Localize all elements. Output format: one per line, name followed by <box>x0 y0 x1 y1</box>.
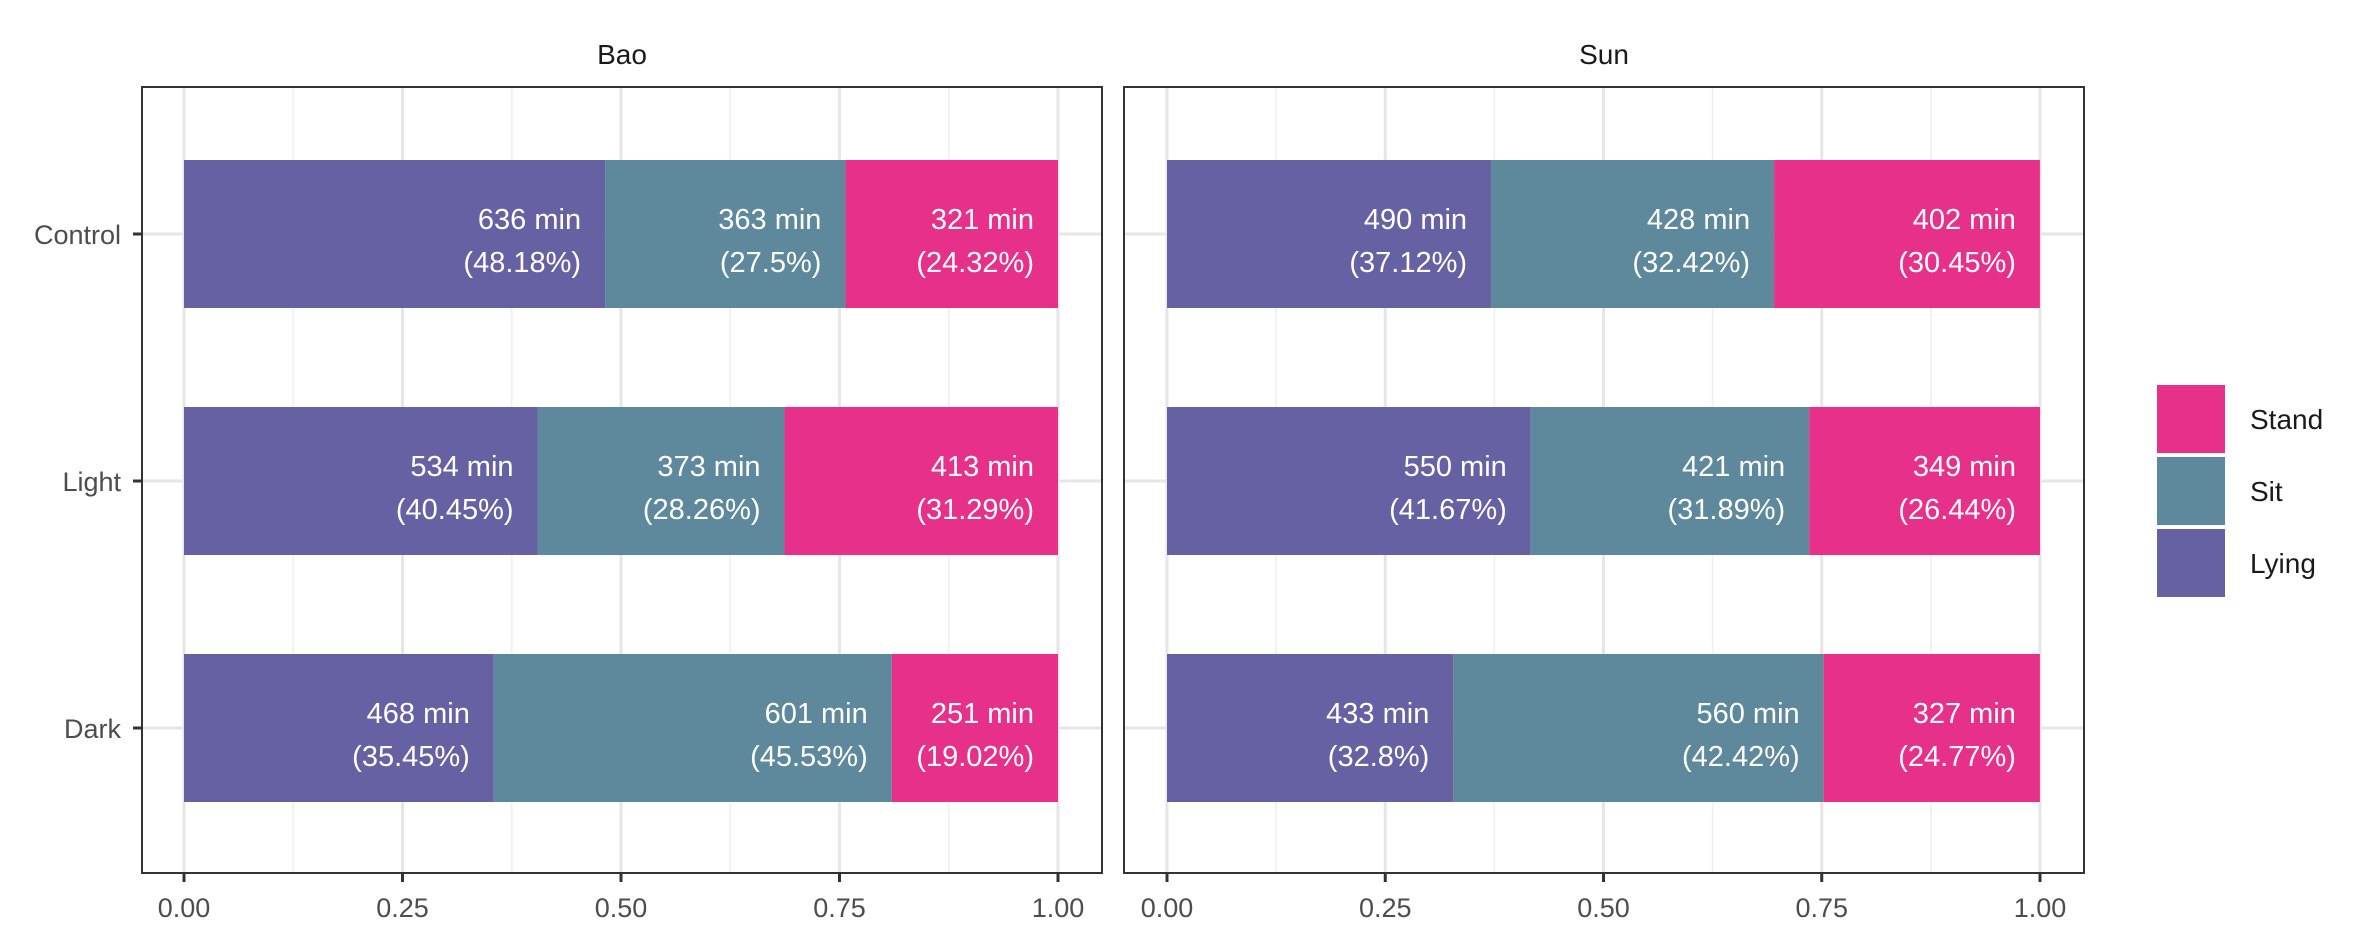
bar-segment-lying <box>1167 654 1454 802</box>
x-tick-label: 0.50 <box>1577 893 1630 923</box>
bar-segment-lying <box>1167 407 1531 555</box>
x-tick-label: 0.75 <box>813 893 866 923</box>
bar-segment-sit <box>493 654 892 802</box>
bar-label-percent: (41.67%) <box>1389 494 1507 526</box>
legend-label-lying: Lying <box>2250 548 2316 579</box>
bar-label-minutes: 490 min <box>1364 204 1467 236</box>
bar-label-percent: (32.8%) <box>1328 741 1430 773</box>
bar-label-minutes: 428 min <box>1647 204 1750 236</box>
bar-label-minutes: 560 min <box>1696 698 1799 730</box>
bar-segment-sit <box>1491 160 1775 308</box>
bar-label-minutes: 636 min <box>478 204 581 236</box>
panel-bao: Bao 636 min (48.18%) 363 min (27.5%) 321 min (… <box>34 39 1103 923</box>
bar-label-minutes: 534 min <box>410 451 513 483</box>
bar-label-minutes: 327 min <box>1913 698 2016 730</box>
y-tick-label: Control <box>34 220 121 250</box>
bar-segment-stand <box>1774 160 2040 308</box>
x-tick-label: 1.00 <box>1032 893 1085 923</box>
legend-key-stand <box>2157 385 2225 453</box>
bar-label-minutes: 413 min <box>931 451 1034 483</box>
legend-key-lying <box>2157 529 2225 597</box>
bar-label-percent: (31.89%) <box>1668 494 1786 526</box>
x-tick-label: 0.25 <box>376 893 429 923</box>
bar-segment-sit <box>1530 407 1810 555</box>
bar-label-percent: (30.45%) <box>1898 247 2016 279</box>
bar-segment-stand <box>1823 654 2040 802</box>
bar-label-minutes: 468 min <box>367 698 470 730</box>
bar-label-percent: (19.02%) <box>916 741 1034 773</box>
bar-label-minutes: 363 min <box>718 204 821 236</box>
x-tick-label: 0.25 <box>1359 893 1412 923</box>
bar-label-minutes: 421 min <box>1682 451 1785 483</box>
bar-segment-stand <box>845 160 1058 308</box>
bar-label-percent: (42.42%) <box>1682 741 1800 773</box>
bar-label-percent: (24.32%) <box>916 247 1034 279</box>
bar-segment-sit <box>605 160 846 308</box>
legend-key-sit <box>2157 457 2225 525</box>
bar-label-percent: (40.45%) <box>396 494 514 526</box>
bar-segment-sit <box>1453 654 1824 802</box>
x-tick-label: 0.50 <box>595 893 648 923</box>
bar-label-percent: (26.44%) <box>1898 494 2016 526</box>
x-tick-label: 0.00 <box>158 893 211 923</box>
bar-segment-lying <box>184 160 606 308</box>
bar-label-percent: (35.45%) <box>352 741 470 773</box>
bar-segment-stand <box>1809 407 2040 555</box>
bar-label-percent: (28.26%) <box>643 494 761 526</box>
x-tick-label: 0.75 <box>1795 893 1848 923</box>
legend: Stand Sit Lying <box>2157 385 2323 597</box>
legend-label-sit: Sit <box>2250 476 2283 507</box>
bar-segment-lying <box>1167 160 1492 308</box>
bar-segment-lying <box>184 407 538 555</box>
bar-label-percent: (27.5%) <box>720 247 822 279</box>
bar-label-minutes: 349 min <box>1913 451 2016 483</box>
bar-segment-stand <box>891 654 1058 802</box>
bar-label-minutes: 433 min <box>1326 698 1429 730</box>
bar-label-percent: (45.53%) <box>750 741 868 773</box>
bar-segment-sit <box>537 407 785 555</box>
bar-segment-stand <box>784 407 1058 555</box>
legend-label-stand: Stand <box>2250 404 2323 435</box>
panel-title: Sun <box>1579 39 1629 70</box>
bar-label-minutes: 550 min <box>1404 451 1507 483</box>
bar-label-percent: (32.42%) <box>1632 247 1750 279</box>
panel-sun: Sun 490 min (37.12%) 428 min (32.42%) 402 min… <box>1123 39 2085 923</box>
panel-title: Bao <box>597 39 647 70</box>
bar-label-minutes: 402 min <box>1913 204 2016 236</box>
bar-label-minutes: 321 min <box>931 204 1034 236</box>
bar-label-percent: (48.18%) <box>463 247 581 279</box>
x-tick-label: 0.00 <box>1141 893 1194 923</box>
y-tick-label: Light <box>62 467 121 497</box>
bar-label-minutes: 373 min <box>657 451 760 483</box>
bar-label-percent: (24.77%) <box>1898 741 2016 773</box>
x-tick-label: 1.00 <box>2014 893 2067 923</box>
bar-label-minutes: 601 min <box>765 698 868 730</box>
bar-label-percent: (37.12%) <box>1349 247 1467 279</box>
bar-label-minutes: 251 min <box>931 698 1034 730</box>
y-tick-label: Dark <box>64 714 122 744</box>
bar-label-percent: (31.29%) <box>916 494 1034 526</box>
bar-segment-lying <box>184 654 494 802</box>
panels-layer: Bao 636 min (48.18%) 363 min (27.5%) 321 min (… <box>34 39 2085 923</box>
